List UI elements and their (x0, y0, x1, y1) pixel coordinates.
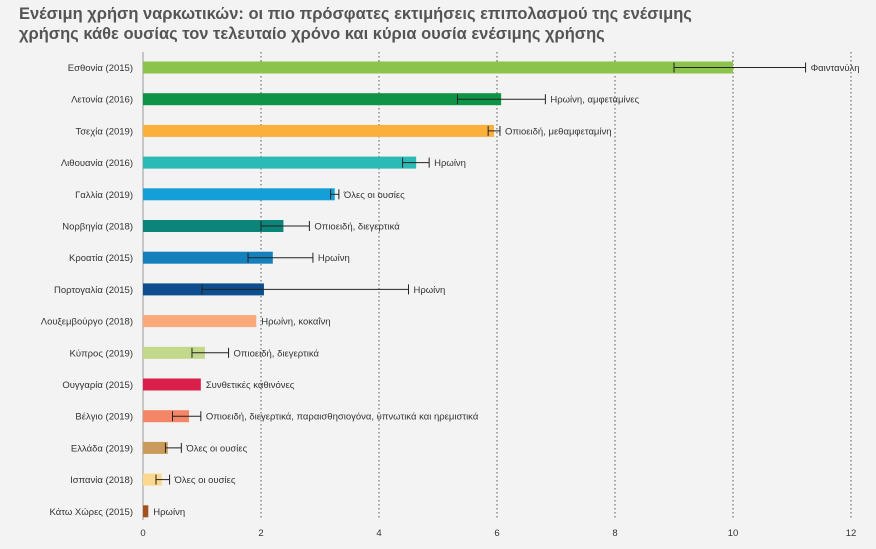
x-tick-label: 8 (612, 528, 617, 539)
substance-label: Ηρωίνη (434, 158, 466, 169)
category-label: Κύπρος (2019) (70, 348, 133, 359)
bar (143, 93, 502, 106)
bar (143, 156, 417, 169)
x-tick-label: 4 (376, 528, 381, 539)
substance-label: Ηρωίνη (318, 253, 350, 264)
category-label: Εσθονία (2015) (68, 63, 133, 74)
bar (143, 378, 201, 391)
substance-label: Οπιοειδή, διεγερτικά (234, 348, 320, 359)
substance-label: Όλες οι ουσίες (185, 443, 247, 454)
substance-label: Ηρωίνη, κοκαΐνη (261, 317, 330, 328)
category-label: Πορτογαλία (2015) (54, 285, 133, 296)
bar (143, 441, 168, 454)
category-label: Ουγγαρία (2015) (62, 380, 133, 391)
chart-title: Ενέσιμη χρήση ναρκωτικών: οι πιο πρόσφατ… (19, 4, 719, 44)
bar (143, 410, 190, 423)
x-tick-label: 0 (140, 528, 145, 539)
bar (143, 315, 257, 328)
substance-label: Όλες οι ουσίες (343, 190, 405, 201)
substance-label: Οπιοειδή, διεγερτικά (314, 222, 400, 233)
bar (143, 505, 149, 518)
category-label: Κάτω Χώρες (2015) (50, 507, 133, 518)
category-label: Νορβηγία (2018) (62, 222, 133, 233)
category-label: Λουξεμβούργο (2018) (41, 317, 133, 328)
bar (143, 473, 162, 486)
category-label: Βέλγιο (2019) (75, 412, 133, 423)
category-label: Κροατία (2015) (69, 253, 133, 264)
chart-title-line-2: χρήσης κάθε ουσίας τον τελευταίο χρόνο κ… (19, 25, 605, 43)
bar (143, 124, 495, 137)
x-tick-label: 2 (258, 528, 263, 539)
x-tick-label: 10 (728, 528, 739, 539)
category-label: Λετονία (2016) (71, 95, 133, 106)
chart-title-line-1: Ενέσιμη χρήση ναρκωτικών: οι πιο πρόσφατ… (19, 5, 692, 23)
bar (143, 346, 205, 359)
substance-label: Όλες οι ουσίες (174, 475, 236, 486)
x-tick-label: 6 (494, 528, 499, 539)
substance-label: Συνθετικές καθινόνες (206, 380, 295, 391)
category-label: Ελλάδα (2019) (71, 443, 133, 454)
substance-label: Ηρωίνη, αμφεταμίνες (550, 95, 639, 106)
category-label: Τσεχία (2019) (75, 126, 133, 137)
category-label: Λιθουανία (2016) (61, 158, 133, 169)
x-tick-label: 12 (846, 528, 857, 539)
substance-label: Ηρωίνη (414, 285, 446, 296)
category-label: Ισπανία (2018) (70, 475, 133, 486)
bar (143, 61, 733, 74)
substance-label: Οπιοειδή, διεγερτικά, παραισθησιογόνα, υ… (206, 412, 479, 423)
substance-label: Οπιοειδή, μεθαμφεταμίνη (505, 126, 612, 137)
bar (143, 188, 335, 201)
substance-label: Φαιντανύλη (811, 63, 860, 74)
category-label: Γαλλία (2019) (75, 190, 133, 201)
bar (143, 220, 284, 232)
substance-label: Ηρωίνη (153, 507, 185, 518)
bar (143, 251, 273, 264)
